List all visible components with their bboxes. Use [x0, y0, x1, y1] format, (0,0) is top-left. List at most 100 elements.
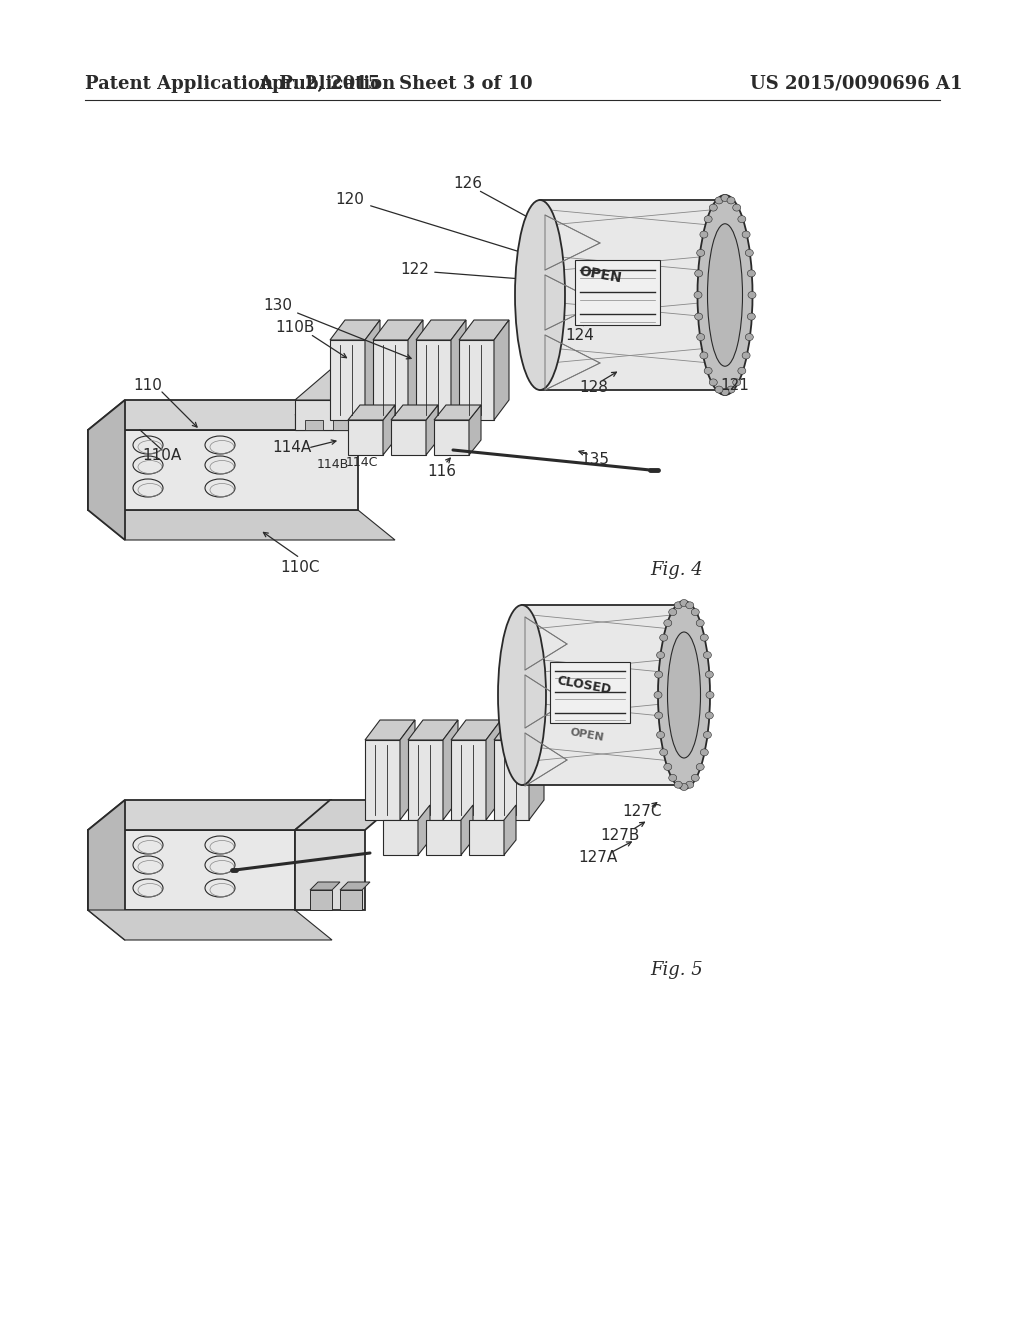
Ellipse shape — [733, 379, 740, 385]
Polygon shape — [408, 741, 443, 820]
Ellipse shape — [733, 205, 740, 211]
Polygon shape — [88, 400, 395, 430]
Ellipse shape — [654, 711, 663, 719]
Polygon shape — [540, 201, 720, 389]
Ellipse shape — [696, 763, 705, 771]
Polygon shape — [361, 420, 379, 430]
Ellipse shape — [680, 599, 688, 606]
Ellipse shape — [742, 231, 751, 238]
Polygon shape — [330, 341, 365, 420]
Polygon shape — [373, 319, 423, 341]
Polygon shape — [443, 719, 458, 820]
Polygon shape — [575, 260, 660, 325]
Polygon shape — [365, 719, 415, 741]
Ellipse shape — [691, 775, 699, 781]
Polygon shape — [529, 719, 544, 820]
Polygon shape — [451, 319, 466, 420]
Text: 130: 130 — [263, 297, 293, 313]
Text: CLOSED: CLOSED — [556, 673, 612, 696]
Text: 110: 110 — [133, 378, 163, 392]
Polygon shape — [365, 319, 380, 420]
Polygon shape — [88, 800, 332, 830]
Text: 127B: 127B — [600, 828, 640, 842]
Ellipse shape — [654, 692, 662, 698]
Ellipse shape — [710, 205, 717, 211]
Polygon shape — [333, 420, 351, 430]
Polygon shape — [365, 741, 400, 820]
Text: 121: 121 — [721, 378, 750, 392]
Polygon shape — [434, 405, 481, 420]
Text: Fig. 4: Fig. 4 — [650, 561, 702, 579]
Ellipse shape — [699, 231, 708, 238]
Ellipse shape — [515, 201, 565, 389]
Text: 127C: 127C — [623, 804, 662, 820]
Polygon shape — [400, 719, 415, 820]
Polygon shape — [295, 385, 395, 414]
Ellipse shape — [705, 367, 712, 375]
Polygon shape — [330, 319, 380, 341]
Text: 114B: 114B — [316, 458, 349, 471]
Ellipse shape — [498, 605, 546, 785]
Ellipse shape — [748, 269, 756, 277]
Ellipse shape — [727, 385, 735, 393]
Polygon shape — [494, 319, 509, 420]
Ellipse shape — [745, 334, 754, 341]
Ellipse shape — [748, 292, 756, 298]
Text: Patent Application Publication: Patent Application Publication — [85, 75, 395, 92]
Polygon shape — [451, 741, 486, 820]
Polygon shape — [408, 319, 423, 420]
Ellipse shape — [721, 194, 729, 202]
Polygon shape — [426, 820, 461, 855]
Ellipse shape — [654, 671, 663, 678]
Text: 110B: 110B — [275, 321, 314, 335]
Ellipse shape — [668, 632, 700, 758]
Ellipse shape — [656, 652, 665, 659]
Ellipse shape — [699, 352, 708, 359]
Polygon shape — [88, 800, 125, 940]
Polygon shape — [373, 341, 408, 420]
Text: 126: 126 — [454, 176, 482, 190]
Polygon shape — [310, 882, 340, 890]
Polygon shape — [504, 805, 516, 855]
Ellipse shape — [703, 652, 712, 659]
Polygon shape — [416, 319, 466, 341]
Polygon shape — [408, 719, 458, 741]
Polygon shape — [88, 510, 395, 540]
Polygon shape — [295, 370, 415, 400]
Polygon shape — [451, 719, 501, 741]
Polygon shape — [295, 800, 400, 830]
Polygon shape — [295, 830, 365, 909]
Ellipse shape — [664, 619, 672, 627]
Polygon shape — [391, 405, 438, 420]
Ellipse shape — [738, 367, 745, 375]
Polygon shape — [459, 319, 509, 341]
Polygon shape — [434, 420, 469, 455]
Polygon shape — [550, 663, 630, 723]
Text: 110C: 110C — [281, 561, 319, 576]
Ellipse shape — [686, 781, 694, 788]
Ellipse shape — [674, 602, 682, 609]
Text: Apr. 2, 2015   Sheet 3 of 10: Apr. 2, 2015 Sheet 3 of 10 — [258, 75, 532, 92]
Polygon shape — [305, 420, 323, 430]
Ellipse shape — [703, 731, 712, 738]
Polygon shape — [295, 400, 380, 430]
Polygon shape — [295, 414, 358, 430]
Polygon shape — [469, 405, 481, 455]
Ellipse shape — [696, 249, 705, 256]
Polygon shape — [486, 719, 501, 820]
Polygon shape — [88, 830, 295, 909]
Ellipse shape — [680, 784, 688, 791]
Polygon shape — [494, 719, 544, 741]
Ellipse shape — [694, 313, 702, 319]
Ellipse shape — [697, 195, 753, 395]
Polygon shape — [426, 405, 438, 455]
Ellipse shape — [715, 197, 723, 203]
Ellipse shape — [745, 249, 754, 256]
Ellipse shape — [659, 748, 668, 756]
Text: 114A: 114A — [272, 441, 311, 455]
Polygon shape — [340, 882, 370, 890]
Ellipse shape — [696, 334, 705, 341]
Ellipse shape — [705, 215, 712, 223]
Polygon shape — [383, 405, 395, 455]
Text: Fig. 5: Fig. 5 — [650, 961, 702, 979]
